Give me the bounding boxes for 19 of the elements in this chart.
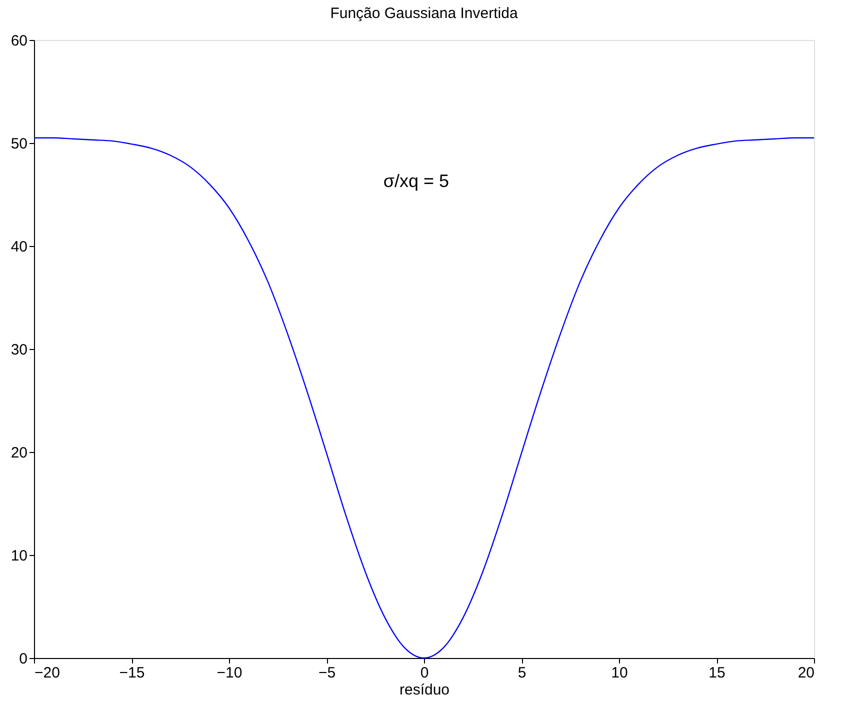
- y-tick-label: 20: [10, 444, 28, 462]
- x-tick-label: −20: [34, 664, 60, 682]
- y-tick-label: 40: [10, 238, 28, 256]
- x-tick-label: 10: [611, 664, 628, 682]
- x-tick-label: 0: [420, 664, 429, 682]
- y-tick-label: 60: [10, 32, 28, 50]
- x-tick-label: 20: [798, 664, 814, 682]
- annotation: σ/xq = 5: [383, 171, 450, 192]
- x-axis-title: resíduo: [399, 682, 450, 698]
- x-tick-label: −5: [318, 664, 336, 682]
- x-tick-label: −10: [216, 664, 242, 682]
- y-tick-label: 10: [10, 548, 28, 564]
- y-tick-label: 50: [10, 136, 28, 152]
- y-tick-label: 0: [19, 650, 28, 668]
- x-tick-label: 5: [518, 664, 526, 682]
- chart-title: Função Gaussiana Invertida: [330, 5, 518, 22]
- x-tick-label: 15: [708, 664, 726, 682]
- x-tick-label: −15: [119, 664, 145, 682]
- y-tick-label: 30: [10, 342, 28, 358]
